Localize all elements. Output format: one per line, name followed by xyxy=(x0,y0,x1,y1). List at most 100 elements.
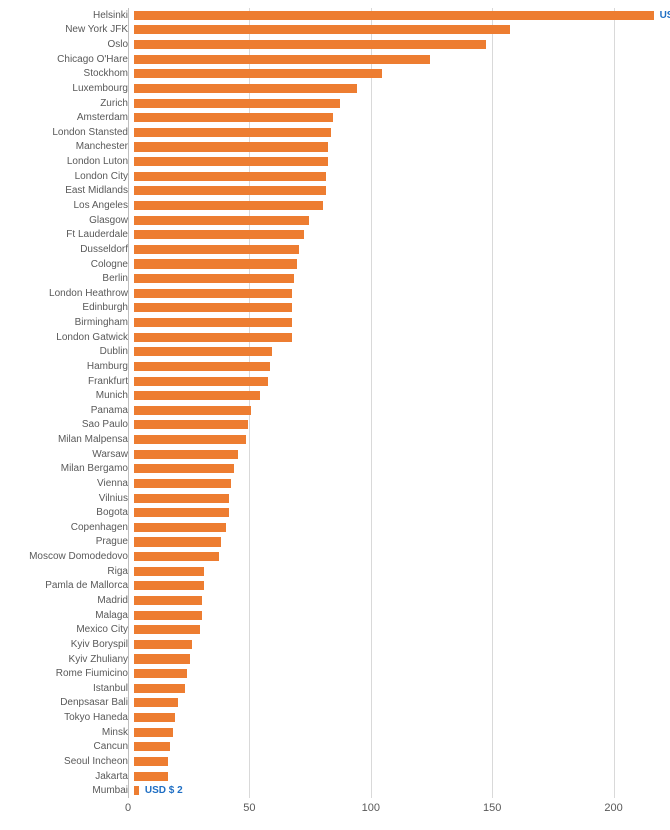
bar-track xyxy=(134,40,656,49)
category-label: Denpsasar Bali xyxy=(0,697,134,708)
bar-track xyxy=(134,245,656,254)
bar-row: Edinburgh xyxy=(0,303,670,312)
bar-track xyxy=(134,230,656,239)
bar xyxy=(134,40,486,49)
category-label: Los Angeles xyxy=(0,200,134,211)
plot-area xyxy=(128,8,650,798)
bar-track xyxy=(134,552,656,561)
category-label: Vilnius xyxy=(0,493,134,504)
bar-row: London City xyxy=(0,172,670,181)
bar-track xyxy=(134,494,656,503)
bar xyxy=(134,772,168,781)
bar-row: Madrid xyxy=(0,596,670,605)
bar xyxy=(134,186,326,195)
bar-track xyxy=(134,318,656,327)
bar xyxy=(134,362,270,371)
category-label: Riga xyxy=(0,566,134,577)
bar-row: Hamburg xyxy=(0,362,670,371)
bar-track: USD $ 2 xyxy=(134,786,656,795)
x-tick-label: 200 xyxy=(604,802,622,814)
bar-row: Cancun xyxy=(0,742,670,751)
gridline xyxy=(492,8,493,798)
bar-row: New York JFK xyxy=(0,25,670,34)
bar-row: Amsterdam xyxy=(0,113,670,122)
bar xyxy=(134,611,202,620)
bar-row: Warsaw xyxy=(0,450,670,459)
bar-track xyxy=(134,186,656,195)
category-label: Dublin xyxy=(0,346,134,357)
category-label: Birmingham xyxy=(0,317,134,328)
bar xyxy=(134,84,357,93)
bar-row: London Stansted xyxy=(0,128,670,137)
value-callout: USD $ 2 xyxy=(145,785,183,796)
bar xyxy=(134,479,231,488)
bar-row: Seoul Incheon xyxy=(0,757,670,766)
bar-track xyxy=(134,523,656,532)
bar xyxy=(134,523,226,532)
bar xyxy=(134,347,272,356)
bar xyxy=(134,654,190,663)
bar xyxy=(134,259,297,268)
bar-row: Cologne xyxy=(0,259,670,268)
category-label: Ft Lauderdale xyxy=(0,229,134,240)
bar xyxy=(134,216,309,225)
bar xyxy=(134,450,238,459)
x-tick-label: 50 xyxy=(243,802,255,814)
bar-track xyxy=(134,303,656,312)
bar xyxy=(134,581,204,590)
bar-row: London Heathrow xyxy=(0,289,670,298)
category-label: London Luton xyxy=(0,156,134,167)
category-label: New York JFK xyxy=(0,24,134,35)
bar-track xyxy=(134,128,656,137)
gridline xyxy=(614,8,615,798)
bar xyxy=(134,99,340,108)
category-label: East Midlands xyxy=(0,185,134,196)
bar xyxy=(134,157,328,166)
x-tick-label: 150 xyxy=(483,802,501,814)
bar-track xyxy=(134,772,656,781)
bar-row: Sao Paulo xyxy=(0,420,670,429)
bar-track xyxy=(134,55,656,64)
bar-row: Jakarta xyxy=(0,772,670,781)
category-label: Kyiv Zhuliany xyxy=(0,654,134,665)
category-label: Luxembourg xyxy=(0,83,134,94)
category-label: London City xyxy=(0,171,134,182)
category-label: Panama xyxy=(0,405,134,416)
bar-track xyxy=(134,406,656,415)
bar-row: Moscow Domodedovo xyxy=(0,552,670,561)
bar xyxy=(134,757,168,766)
bar-track xyxy=(134,435,656,444)
bar-track xyxy=(134,333,656,342)
bar-row: Kyiv Zhuliany xyxy=(0,654,670,663)
category-label: Milan Malpensa xyxy=(0,434,134,445)
bar xyxy=(134,128,331,137)
category-label: Manchester xyxy=(0,141,134,152)
bar-track: USD $ 214 xyxy=(134,11,670,20)
airport-taxi-cost-chart: 050100150200HelsinkiUSD $ 214New York JF… xyxy=(0,0,670,830)
bar xyxy=(134,142,328,151)
category-label: Zurich xyxy=(0,98,134,109)
bar-track xyxy=(134,289,656,298)
bar-row: Rome Fiumicino xyxy=(0,669,670,678)
x-tick-label: 100 xyxy=(362,802,380,814)
bar-track xyxy=(134,69,656,78)
bar xyxy=(134,552,219,561)
bar-track xyxy=(134,172,656,181)
category-label: Malaga xyxy=(0,610,134,621)
category-label: Hamburg xyxy=(0,361,134,372)
bar-track xyxy=(134,669,656,678)
bar xyxy=(134,172,326,181)
bar-row: Ft Lauderdale xyxy=(0,230,670,239)
category-label: Prague xyxy=(0,536,134,547)
category-label: Chicago O'Hare xyxy=(0,54,134,65)
category-label: Pamla de Mallorca xyxy=(0,580,134,591)
bar-row: Oslo xyxy=(0,40,670,49)
category-label: Helsinki xyxy=(0,10,134,21)
value-callout: USD $ 214 xyxy=(660,10,670,21)
bar-track xyxy=(134,464,656,473)
bar-row: Panama xyxy=(0,406,670,415)
category-label: Minsk xyxy=(0,727,134,738)
bar-track xyxy=(134,25,656,34)
bar-row: Zurich xyxy=(0,99,670,108)
bar xyxy=(134,537,221,546)
